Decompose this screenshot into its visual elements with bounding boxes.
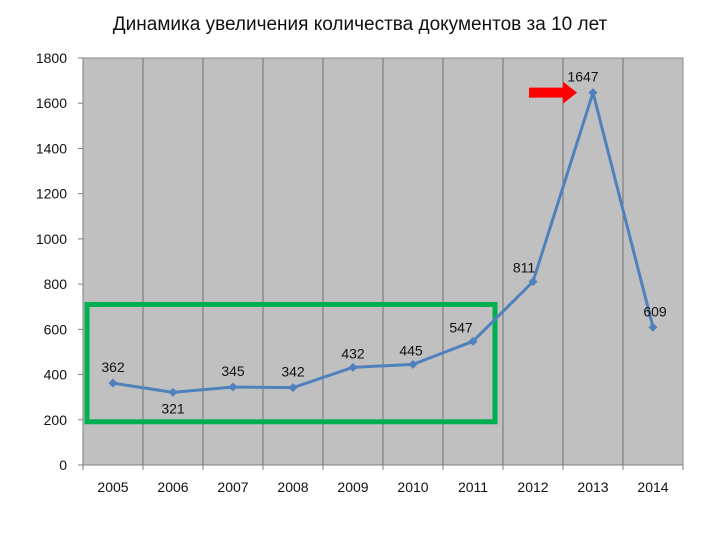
x-tick-label: 2013 [577,479,608,495]
data-label: 1647 [567,69,598,85]
y-tick-label: 1400 [36,140,67,156]
data-label: 432 [341,345,365,361]
data-point [588,88,598,98]
y-tick-label: 1800 [36,50,67,66]
data-label: 547 [449,319,473,335]
x-tick-label: 2012 [517,479,548,495]
x-tick-label: 2005 [97,479,128,495]
x-tick-label: 2010 [397,479,428,495]
y-tick-label: 1000 [36,231,67,247]
data-point [468,336,478,346]
y-tick-label: 0 [59,457,67,473]
data-label: 609 [643,303,667,319]
x-tick-label: 2006 [157,479,188,495]
highlight-box [84,301,498,425]
x-tick-label: 2008 [277,479,308,495]
annotation-arrow [529,81,577,104]
data-label: 811 [513,260,536,276]
x-tick-label: 2011 [458,479,488,495]
data-label: 345 [221,363,245,379]
y-tick-label: 1600 [36,95,67,111]
data-point [528,277,538,287]
data-point [228,382,238,392]
data-label: 445 [399,342,423,358]
data-point [168,387,178,397]
x-tick-label: 2014 [637,479,668,495]
y-tick-label: 800 [44,276,68,292]
chart-title: Динамика увеличения количества документо… [112,14,608,35]
data-label: 362 [101,359,125,375]
series-line [112,91,655,394]
data-label: 342 [281,364,305,380]
y-tick-label: 600 [44,321,68,337]
x-tick-label: 2009 [337,479,368,495]
y-tick-label: 200 [44,412,68,428]
data-point [108,378,118,388]
data-point [408,359,418,369]
data-point [348,362,358,372]
data-point [648,322,658,332]
y-tick-label: 400 [44,367,68,383]
x-tick-label: 2007 [217,479,248,495]
data-label: 321 [161,400,185,416]
data-point [288,383,298,393]
y-tick-label: 1200 [36,186,67,202]
